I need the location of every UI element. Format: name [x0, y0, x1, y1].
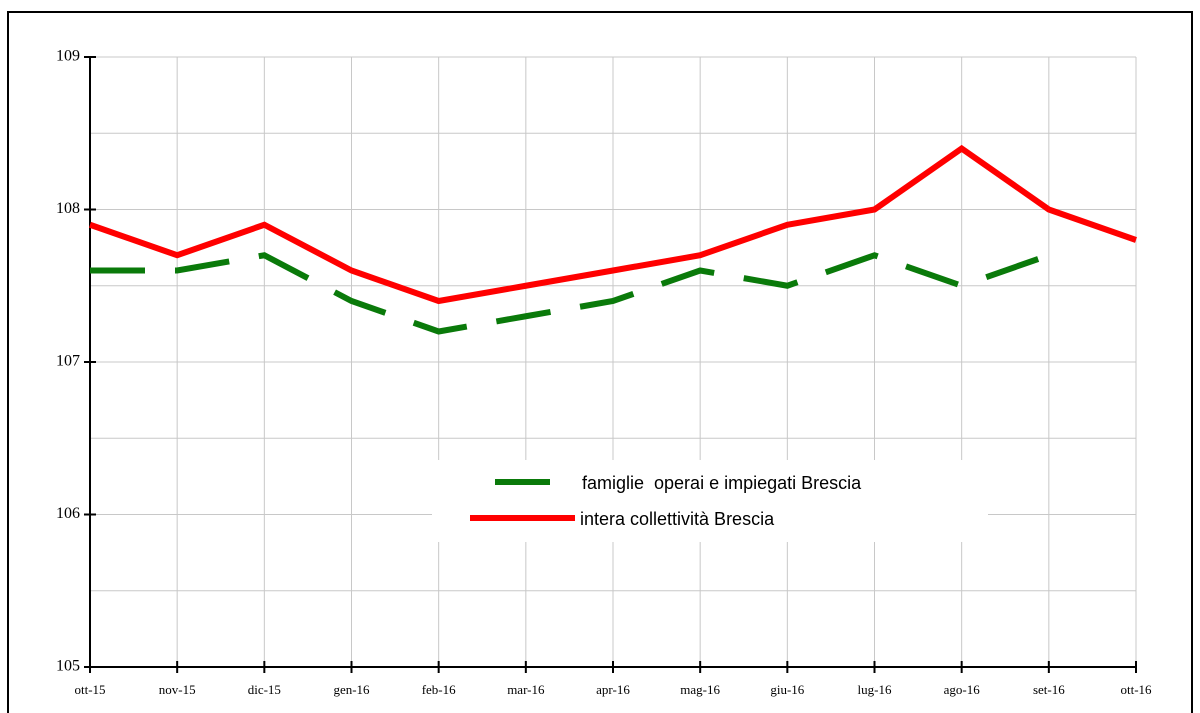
- x-tick-label: ott-15: [74, 682, 105, 697]
- x-tick-label: feb-16: [422, 682, 456, 697]
- y-tick-label: 108: [56, 200, 80, 217]
- x-tick-label: nov-15: [159, 682, 196, 697]
- x-tick-label: lug-16: [858, 682, 892, 697]
- y-tick-label: 106: [56, 505, 80, 522]
- legend-label: famiglie operai e impiegati Brescia: [582, 473, 862, 493]
- y-tick-label: 105: [56, 658, 80, 675]
- x-tick-label: mar-16: [507, 682, 545, 697]
- legend-label: intera collettività Brescia: [580, 509, 775, 529]
- x-tick-label: dic-15: [248, 682, 281, 697]
- x-tick-label: apr-16: [596, 682, 630, 697]
- x-tick-label: giu-16: [770, 682, 804, 697]
- x-tick-label: set-16: [1033, 682, 1065, 697]
- x-tick-label: ott-16: [1120, 682, 1152, 697]
- x-tick-label: mag-16: [680, 682, 720, 697]
- y-tick-label: 109: [56, 48, 80, 65]
- line-series: [89, 144, 1137, 305]
- x-tick-label: ago-16: [944, 682, 981, 697]
- legend-box: [432, 460, 988, 542]
- y-tick-label: 107: [56, 353, 80, 370]
- x-tick-label: gen-16: [333, 682, 370, 697]
